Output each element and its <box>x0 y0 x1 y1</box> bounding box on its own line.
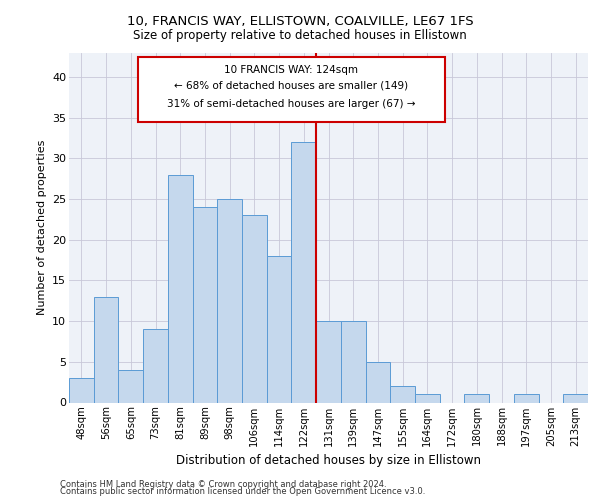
Bar <box>390 386 415 402</box>
Bar <box>292 142 316 403</box>
Bar <box>193 207 217 402</box>
Bar <box>563 394 588 402</box>
X-axis label: Distribution of detached houses by size in Ellistown: Distribution of detached houses by size … <box>176 454 481 467</box>
Bar <box>69 378 94 402</box>
Bar <box>514 394 539 402</box>
Bar <box>267 256 292 402</box>
Text: Contains public sector information licensed under the Open Government Licence v3: Contains public sector information licen… <box>60 488 425 496</box>
Text: 10, FRANCIS WAY, ELLISTOWN, COALVILLE, LE67 1FS: 10, FRANCIS WAY, ELLISTOWN, COALVILLE, L… <box>127 15 473 28</box>
Bar <box>94 296 118 403</box>
Bar <box>138 56 445 122</box>
Text: ← 68% of detached houses are smaller (149): ← 68% of detached houses are smaller (14… <box>175 81 409 91</box>
Bar <box>217 199 242 402</box>
Bar <box>143 329 168 402</box>
Bar <box>415 394 440 402</box>
Bar <box>365 362 390 403</box>
Bar <box>341 321 365 402</box>
Bar <box>118 370 143 402</box>
Text: Contains HM Land Registry data © Crown copyright and database right 2024.: Contains HM Land Registry data © Crown c… <box>60 480 386 489</box>
Text: Size of property relative to detached houses in Ellistown: Size of property relative to detached ho… <box>133 29 467 42</box>
Text: 10 FRANCIS WAY: 124sqm: 10 FRANCIS WAY: 124sqm <box>224 64 358 74</box>
Bar <box>316 321 341 402</box>
Bar <box>242 216 267 402</box>
Y-axis label: Number of detached properties: Number of detached properties <box>37 140 47 315</box>
Text: 31% of semi-detached houses are larger (67) →: 31% of semi-detached houses are larger (… <box>167 99 416 109</box>
Bar <box>464 394 489 402</box>
Bar <box>168 174 193 402</box>
